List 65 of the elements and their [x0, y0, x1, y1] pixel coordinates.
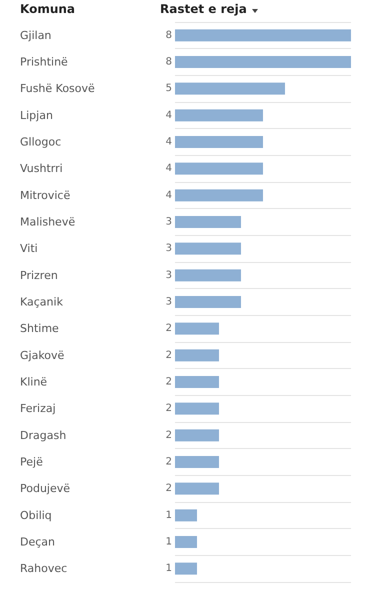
y-tick-label: Kaçanik: [20, 296, 64, 308]
data-label: 2: [166, 403, 172, 414]
data-label: 2: [166, 456, 172, 468]
data-label: 4: [166, 136, 172, 148]
bar: [175, 296, 241, 308]
bar: [175, 509, 197, 522]
y-tick-label: Mitrovicë: [20, 188, 70, 202]
bar: [175, 216, 241, 228]
data-label: 8: [166, 30, 172, 41]
bar: [175, 109, 263, 122]
bar: [175, 482, 219, 495]
bar: [175, 456, 219, 468]
bar: [175, 136, 263, 148]
bar: [175, 376, 219, 388]
y-tick-label: Dragash: [20, 428, 66, 442]
data-label: 2: [166, 483, 172, 494]
bar: [175, 562, 197, 575]
y-tick-label: Rahovec: [20, 562, 68, 576]
data-label: 1: [166, 510, 172, 521]
y-tick-label: Pejë: [20, 456, 44, 468]
y-tick-label: Gjilan: [20, 28, 52, 42]
data-label: 3: [166, 243, 172, 254]
y-tick-label: Obiliq: [20, 508, 52, 522]
bar: [175, 162, 263, 175]
y-tick-label: Fushë Kosovë: [20, 82, 96, 96]
y-tick-label: Vushtrri: [20, 162, 63, 176]
data-label: 4: [166, 190, 172, 201]
bar: [175, 82, 285, 95]
data-label: 4: [166, 110, 172, 121]
y-tick-label: Deçan: [20, 536, 56, 548]
y-tick-label: Podujevë: [20, 482, 70, 496]
y-tick-label: Prizren: [20, 268, 58, 282]
y-tick-label: Shtime: [20, 322, 60, 336]
bar: [175, 429, 219, 442]
x-axis-title: Rastet e reja: [160, 2, 247, 16]
y-tick-label: Ferizaj: [20, 402, 56, 416]
data-label: 2: [166, 350, 172, 361]
bar: [175, 402, 219, 415]
y-axis-title: Komuna: [20, 2, 76, 16]
data-label: 2: [166, 376, 172, 388]
bar: [175, 322, 219, 335]
data-label: 3: [166, 270, 172, 281]
y-tick-label: Malishevë: [20, 216, 76, 228]
y-tick-label: Klinë: [20, 376, 48, 388]
data-label: 1: [166, 563, 172, 574]
y-tick-label: Gjakovë: [20, 348, 65, 362]
bar: [175, 536, 197, 548]
data-label: 2: [166, 323, 172, 334]
bar: [175, 269, 241, 282]
y-tick-label: Prishtinë: [20, 56, 68, 68]
bar: [175, 29, 351, 42]
data-label: 1: [166, 536, 172, 548]
data-label: 3: [166, 216, 172, 228]
bar: [175, 56, 351, 68]
data-label: 8: [166, 56, 172, 68]
y-tick-label: Gllogoc: [20, 136, 62, 148]
y-tick-label: Viti: [20, 242, 38, 256]
data-label: 4: [166, 163, 172, 174]
y-tick-label: Lipjan: [20, 108, 53, 122]
data-label: 2: [166, 430, 172, 441]
bar: [175, 242, 241, 255]
bar: [175, 189, 263, 202]
data-label: 3: [166, 296, 172, 308]
bar: [175, 349, 219, 362]
data-label: 5: [166, 83, 172, 94]
